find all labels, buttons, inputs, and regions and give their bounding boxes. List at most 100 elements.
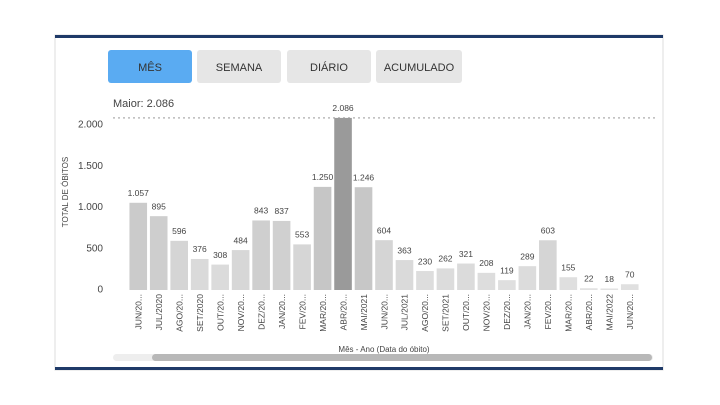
tab-background[interactable] [108,50,192,83]
tab[interactable]: DIÁRIO [287,50,371,83]
x-tick-label: DEZ/20... [502,294,512,330]
bar [518,266,537,290]
bar [211,264,229,290]
tab-bar: MÊS SEMANA DIÁRIO ACUMULADO [108,50,462,83]
tab-background[interactable] [376,50,462,83]
data-label: 837 [275,206,289,216]
bar [416,271,434,290]
tab-label[interactable]: SEMANA [216,62,263,74]
tab-background[interactable] [197,50,281,83]
bar [559,277,578,290]
bar [600,288,619,290]
tab[interactable]: MÊS [108,50,192,83]
data-label: 208 [479,258,493,268]
bar [457,263,475,290]
y-axis-label: TOTAL DE ÓBITOS [61,157,70,227]
data-label: 843 [254,206,268,216]
x-tick-label: JUL/2021 [400,294,410,331]
data-label: 321 [459,249,473,259]
x-tick-label: OUT/20... [461,294,471,331]
y-tick-label: 1.500 [78,161,103,172]
bar [293,244,311,290]
data-label: 18 [605,274,615,284]
x-tick-label: ABR/20... [338,294,348,330]
x-tick-label: MAR/20... [318,294,328,332]
data-label: 119 [500,265,514,275]
x-tick-label: JAN/20... [277,294,287,329]
tab-label[interactable]: DIÁRIO [310,61,348,74]
bar [272,220,291,290]
data-label: 1.250 [312,172,334,182]
data-label: 1.057 [128,188,150,198]
bar [620,284,639,290]
x-tick-label: NOV/20... [236,294,246,331]
data-label: 484 [234,235,248,245]
x-tick-label: ABR/20... [584,294,594,330]
y-tick-label: 2.000 [78,120,103,131]
bar [436,268,455,290]
y-tick-label: 500 [86,243,103,254]
x-tick-label: OUT/20... [215,294,225,331]
x-tick-label: FEV/20... [297,294,307,329]
scrollbar-thumb[interactable] [152,354,652,361]
bar [190,258,209,290]
x-tick-label: MAI/2021 [359,294,369,331]
bar [231,250,250,290]
x-tick-label: SET/2020 [195,294,205,332]
data-label: 70 [625,269,635,279]
data-label: 289 [520,251,534,261]
tab[interactable]: ACUMULADO [376,50,462,83]
data-label: 2.086 [332,103,354,113]
y-tick-label: 1.000 [78,202,103,213]
data-label: 1.246 [353,172,375,182]
x-tick-label: FEV/20... [543,294,553,329]
x-tick-label: JAN/20... [523,294,533,329]
x-tick-label: JUL/2020 [154,294,164,331]
data-label: 553 [295,230,309,240]
bar [129,202,148,290]
tab[interactable]: SEMANA [197,50,281,83]
bar [313,186,332,290]
bar [375,240,393,290]
data-label: 262 [438,254,452,264]
y-tick-label: 0 [97,285,103,296]
tab-label[interactable]: ACUMULADO [384,62,455,74]
bar [334,117,352,290]
card-bottom-border [55,367,663,370]
bar [539,240,557,290]
bar [477,272,496,290]
data-label: 376 [193,244,207,254]
data-label: 155 [561,262,575,272]
card-top-border [55,35,663,38]
tab-background[interactable] [287,50,371,83]
annotation: Maior: 2.086 [113,98,174,110]
x-axis-label: Mês - Ano (Data do óbito) [338,345,429,354]
data-label: 363 [397,245,411,255]
x-tick-label: MAR/20... [564,294,574,332]
plot: 0 500 1.000 1.500 2.000 JUN/20... 1.057 JUL/202… [78,103,655,332]
bar [252,220,270,290]
data-label: 22 [584,273,594,283]
data-label: 604 [377,225,391,235]
x-tick-label: MAI/2022 [605,294,615,331]
bar [498,280,516,290]
data-label: 895 [152,201,166,211]
x-tick-label: DEZ/20... [256,294,266,330]
x-tick-label: AGO/20... [174,294,184,332]
x-tick-label: JUN/20... [625,294,635,329]
tab-label[interactable]: MÊS [138,61,162,74]
bar [395,260,414,290]
x-tick-label: AGO/20... [420,294,430,332]
bar [149,216,168,290]
data-label: 603 [541,226,555,236]
data-label: 596 [172,226,186,236]
bar [170,240,189,290]
data-label: 308 [213,250,227,260]
x-tick-label: SET/2021 [441,294,451,332]
bar [354,187,373,290]
x-tick-label: JUN/20... [379,294,389,329]
data-label: 230 [418,256,432,266]
bar [579,288,598,290]
x-tick-label: NOV/20... [482,294,492,331]
